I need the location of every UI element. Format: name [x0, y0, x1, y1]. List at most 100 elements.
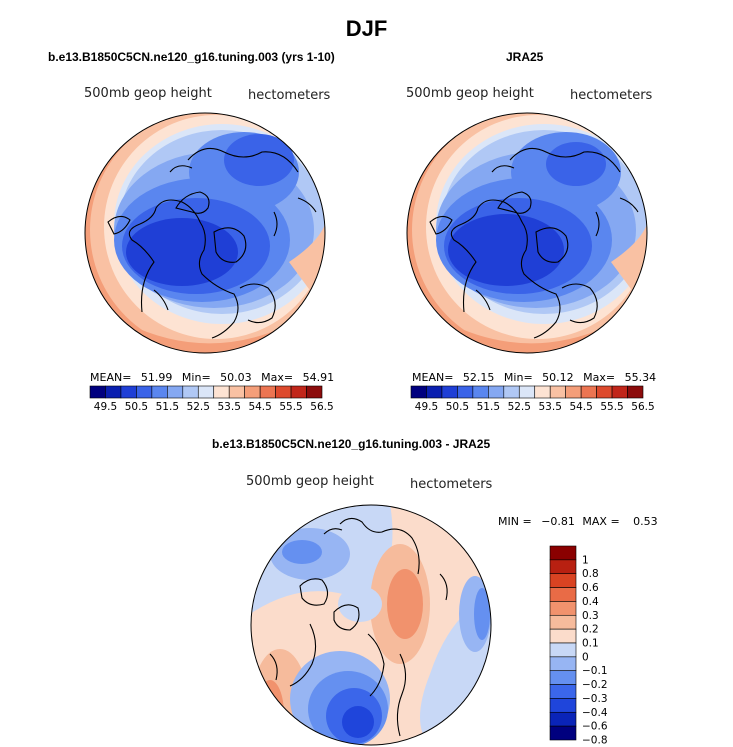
difference-colorbar-swatch: [549, 711, 577, 727]
difference-colorbar-tick-label: 0.4: [582, 596, 599, 608]
difference-colorbar-tick-label: −0.3: [582, 693, 608, 705]
right-colorbar-swatch: [627, 385, 644, 399]
left-colorbar-swatch: [167, 385, 184, 399]
left-colorbar-swatch: [306, 385, 323, 399]
difference-colorbar-swatch: [549, 628, 577, 644]
left-colorbar-tick-label: 52.5: [187, 401, 210, 413]
bottom-max-value: 0.53: [633, 515, 658, 528]
right-colorbar-swatch: [488, 385, 505, 399]
left-colorbar-tick-label: 54.5: [248, 401, 271, 413]
difference-colorbar-tick-label: −0.6: [582, 721, 608, 733]
right-stats: MEAN= 52.15 Min= 50.12 Max= 55.34: [412, 371, 656, 384]
left-colorbar-swatch: [105, 385, 122, 399]
difference-colorbar-tick-label: −0.1: [582, 665, 608, 677]
difference-colorbar-tick-label: 0.1: [582, 638, 599, 650]
field-band: [342, 706, 374, 738]
right-colorbar-tick-label: 50.5: [446, 401, 469, 413]
right-colorbar-tick-label: 51.5: [477, 401, 500, 413]
left-colorbar-swatch: [228, 385, 245, 399]
left-mean-label: MEAN=: [90, 371, 132, 384]
difference-colorbar: 1 0.8 0.6 0.4 0.3 0.2 0.10 −0.1 −0.2 −0.3 −0.4 −0.6…: [549, 545, 608, 747]
difference-colorbar-swatch: [549, 698, 577, 713]
right-colorbar-tick-label: 54.5: [569, 401, 592, 413]
difference-colorbar-tick-label: 0.6: [582, 582, 599, 594]
map-border: [84, 112, 326, 354]
right-colorbar-tick-label: 55.5: [600, 401, 623, 413]
figure-title: DJF: [345, 16, 388, 41]
bottom-min-value: −0.81: [541, 515, 575, 528]
difference-colorbar-tick-label: −0.2: [582, 679, 608, 691]
difference-colorbar-swatch: [549, 684, 577, 699]
field-band: [448, 214, 564, 286]
right-colorbar-swatch: [596, 385, 613, 399]
right-colorbar-tick-label: 56.5: [631, 401, 654, 413]
field-band: [474, 588, 490, 640]
difference-polar-map: [250, 504, 492, 746]
difference-colorbar-tick-label: −0.4: [582, 707, 608, 719]
difference-colorbar-swatch: [549, 601, 577, 616]
left-polar-map: [84, 112, 326, 354]
right-colorbar-swatch: [410, 385, 427, 399]
right-colorbar-swatch: [426, 385, 443, 399]
difference-colorbar-swatch: [549, 670, 577, 685]
left-max-value: 54.91: [302, 371, 335, 384]
difference-colorbar-swatch: [549, 545, 577, 561]
right-colorbar-swatch: [580, 385, 597, 399]
left-colorbar-swatch: [244, 385, 261, 399]
right-max-value: 55.34: [624, 371, 657, 384]
left-max-label: Max=: [261, 371, 294, 384]
difference-colorbar-tick-label: 0.3: [582, 610, 599, 622]
field-band: [282, 540, 322, 564]
left-min-value: 50.03: [220, 371, 252, 384]
right-panel-title: JRA25: [506, 50, 544, 64]
right-colorbar-tick-label: 53.5: [539, 401, 562, 413]
field-band: [546, 142, 606, 186]
left-min-label: Min=: [181, 371, 211, 384]
difference-colorbar-swatch: [549, 587, 577, 602]
difference-colorbar-swatch: [549, 725, 577, 741]
right-colorbar-tick-label: 49.5: [415, 401, 438, 413]
right-colorbar-swatch: [472, 385, 489, 399]
left-stats: MEAN= 51.99 Min= 50.03 Max= 54.91: [90, 371, 334, 384]
difference-colorbar-tick-label: 1: [582, 554, 589, 566]
map-border: [250, 504, 492, 746]
left-colorbar: 49.5 50.5 51.5 52.5 53.5 54.5 55.5 56.5: [89, 385, 334, 413]
left-colorbar-tick-label: 51.5: [156, 401, 179, 413]
right-colorbar-swatch: [565, 385, 582, 399]
difference-colorbar-tick-label: 0.2: [582, 624, 599, 636]
left-colorbar-swatch: [290, 385, 307, 399]
left-colorbar-swatch: [182, 385, 199, 399]
right-min-value: 50.12: [542, 371, 574, 384]
left-colorbar-swatch: [259, 385, 276, 399]
coastlines: [429, 147, 639, 339]
bottom-max-label: MAX =: [582, 515, 620, 528]
right-colorbar: 49.5 50.5 51.5 52.5 53.5 54.5 55.5 56.5: [410, 385, 655, 413]
right-colorbar-swatch: [549, 385, 566, 399]
right-colorbar-swatch: [441, 385, 458, 399]
bottom-panel-title: b.e13.B1850C5CN.ne120_g16.tuning.003 - J…: [212, 437, 491, 451]
right-min-label: Min=: [503, 371, 533, 384]
difference-colorbar-tick-label: −0.8: [582, 735, 608, 747]
field-band: [387, 569, 423, 639]
right-colorbar-swatch: [518, 385, 536, 399]
right-colorbar-swatch: [457, 385, 474, 399]
right-colorbar-swatch: [534, 385, 551, 399]
bottom-units-label: hectometers: [410, 477, 493, 492]
coastlines: [269, 517, 448, 737]
left-colorbar-swatch: [120, 385, 137, 399]
right-colorbar-tick-label: 52.5: [508, 401, 531, 413]
bottom-stats: MIN = −0.81 MAX = 0.53: [498, 515, 658, 528]
difference-colorbar-swatch: [549, 559, 577, 575]
left-colorbar-tick-label: 50.5: [125, 401, 148, 413]
left-colorbar-swatch: [136, 385, 153, 399]
right-polar-map: [406, 112, 648, 354]
difference-colorbar-swatch: [549, 656, 577, 672]
left-colorbar-swatch: [89, 385, 106, 399]
bottom-min-label: MIN =: [498, 515, 532, 528]
left-colorbar-swatch: [151, 385, 168, 399]
field-band: [126, 218, 238, 286]
map-border: [406, 112, 648, 354]
difference-colorbar-tick-label: 0.8: [582, 568, 599, 580]
left-colorbar-tick-label: 53.5: [218, 401, 241, 413]
difference-colorbar-swatch: [549, 573, 577, 588]
